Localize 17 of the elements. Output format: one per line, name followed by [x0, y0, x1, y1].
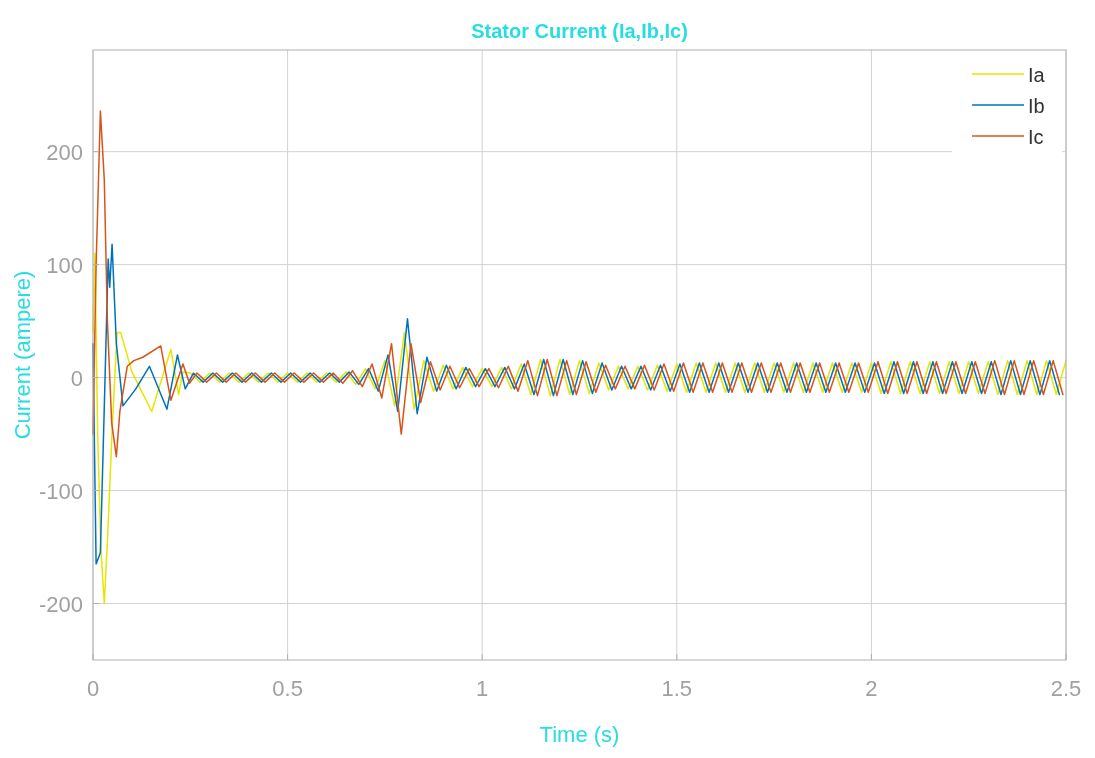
chart-title: Stator Current (Ia,Ib,Ic)	[471, 20, 688, 42]
y-tick-label: 200	[46, 139, 83, 165]
y-tick-label: -100	[38, 478, 83, 504]
x-tick-label: 1.5	[661, 676, 693, 701]
legend-label: Ib	[1028, 95, 1045, 117]
y-tick-label: -200	[38, 591, 83, 617]
y-axis-title: Current (ampere)	[10, 270, 35, 440]
legend-label: Ic	[1028, 126, 1044, 148]
x-tick-label: 0.5	[272, 676, 303, 701]
y-tick-label: 0	[70, 365, 83, 391]
x-tick-label: 1	[476, 676, 489, 701]
legend-label: Ia	[1028, 64, 1046, 86]
x-axis-title: Time (s)	[539, 722, 620, 747]
x-tick-label: 2.5	[1050, 676, 1082, 701]
y-tick-label: 100	[46, 252, 83, 278]
x-tick-label: 2	[865, 676, 878, 701]
x-tick-label: 0	[86, 676, 100, 701]
